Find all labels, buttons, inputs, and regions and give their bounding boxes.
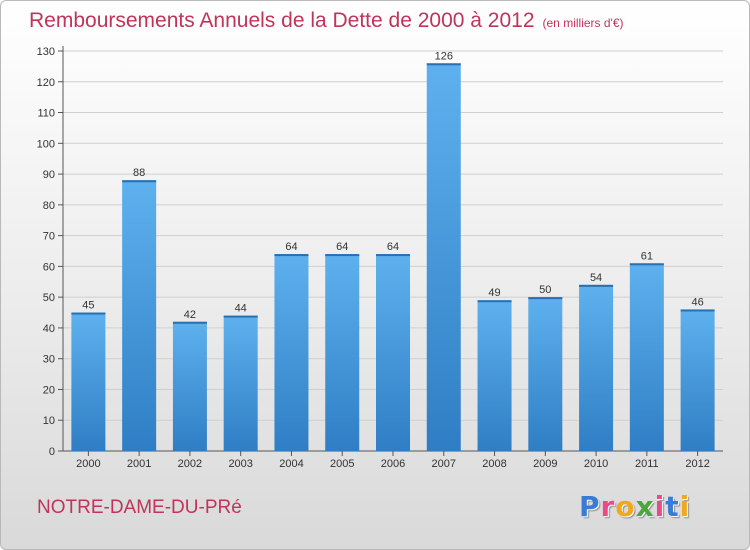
- bar-2010[interactable]: [579, 284, 614, 451]
- y-tick-label: 60: [43, 261, 55, 273]
- bar-top-edge: [223, 315, 258, 318]
- bar-2008[interactable]: [477, 300, 512, 451]
- bar-2000[interactable]: [71, 312, 106, 451]
- x-tick-label: 2001: [127, 458, 151, 470]
- logo-letter: i: [654, 490, 666, 523]
- bars: [71, 63, 715, 452]
- bar-2005[interactable]: [325, 254, 360, 451]
- y-tick-label: 30: [43, 354, 55, 366]
- y-tick-label: 90: [43, 169, 55, 181]
- bar-2003[interactable]: [223, 315, 258, 451]
- bar-top-edge: [477, 300, 512, 303]
- y-tick-label: 120: [37, 77, 55, 89]
- value-label: 46: [691, 296, 703, 308]
- bar-top-edge: [172, 321, 207, 324]
- chart-title-text: Remboursements Annuels de la Dette de 20…: [29, 9, 535, 32]
- bar-top-edge: [680, 309, 715, 312]
- value-label: 42: [184, 309, 196, 321]
- x-tick-label: 2012: [685, 458, 709, 470]
- y-tick-label: 40: [43, 323, 55, 335]
- y-tick-label: 100: [37, 138, 55, 150]
- y-tick-label: 70: [43, 231, 55, 243]
- value-label: 50: [539, 284, 551, 296]
- bar-top-edge: [579, 284, 614, 287]
- bar-top-edge: [122, 180, 157, 183]
- value-label: 61: [641, 250, 653, 262]
- value-label: 49: [488, 287, 500, 299]
- x-tick-label: 2011: [635, 458, 659, 470]
- value-label: 88: [133, 167, 145, 179]
- value-label: 45: [82, 300, 94, 312]
- bar-top-edge: [376, 254, 410, 257]
- logo-letter: t: [665, 490, 680, 523]
- bar-top-edge: [528, 297, 563, 300]
- labels: 0 10 20 30 40 50 60 70 80 90 100 110 120 130 45 2000 88 2…: [37, 46, 710, 470]
- y-tick-label: 80: [43, 200, 55, 212]
- logo-letter: i: [679, 490, 691, 523]
- value-label: 54: [590, 272, 602, 284]
- y-tick-label: 50: [43, 292, 55, 304]
- y-tick-label: 110: [37, 108, 55, 120]
- x-tick-label: 2005: [330, 458, 354, 470]
- y-tick-label: 20: [43, 384, 55, 396]
- x-tick-label: 2008: [482, 458, 506, 470]
- bar-top-edge: [325, 254, 360, 257]
- x-tick-label: 2006: [381, 458, 405, 470]
- x-tick-label: 2007: [432, 458, 456, 470]
- bar-top-edge: [629, 263, 664, 266]
- x-tick-label: 2003: [228, 458, 252, 470]
- y-tick-label: 130: [37, 46, 55, 58]
- value-label: 64: [387, 241, 399, 253]
- value-label: 64: [336, 241, 348, 253]
- logo-letter: P: [579, 490, 601, 523]
- bar-top-edge: [274, 254, 309, 257]
- logo-letter: x: [635, 490, 655, 523]
- value-label: 44: [235, 303, 247, 315]
- x-tick-label: 2009: [533, 458, 557, 470]
- bar-2002[interactable]: [172, 321, 207, 451]
- x-tick-label: 2000: [76, 458, 100, 470]
- value-label: 126: [435, 50, 453, 62]
- logo-letter: o: [615, 490, 636, 523]
- bar-2012[interactable]: [680, 309, 715, 451]
- y-tick-label: 0: [49, 446, 55, 458]
- logo-letter: r: [600, 490, 616, 523]
- chart-subtitle: (en milliers d'€): [542, 16, 624, 30]
- bar-top-edge: [71, 312, 106, 315]
- bar-2011[interactable]: [629, 263, 664, 451]
- x-tick-label: 2010: [584, 458, 608, 470]
- x-tick-label: 2004: [279, 458, 303, 470]
- bar-2009[interactable]: [528, 297, 563, 451]
- commune-name: NOTRE-DAME-DU-PRé: [37, 497, 242, 518]
- bar-2001[interactable]: [122, 180, 157, 451]
- y-tick-label: 10: [43, 415, 55, 427]
- bar-2007[interactable]: [426, 63, 461, 452]
- value-label: 64: [285, 241, 297, 253]
- x-tick-label: 2002: [178, 458, 202, 470]
- bar-2006[interactable]: [376, 254, 410, 451]
- proxiti-logo[interactable]: Proxiti: [579, 490, 690, 523]
- bar-top-edge: [426, 63, 461, 66]
- bar-2004[interactable]: [274, 254, 309, 451]
- chart-title: Remboursements Annuels de la Dette de 20…: [29, 9, 624, 33]
